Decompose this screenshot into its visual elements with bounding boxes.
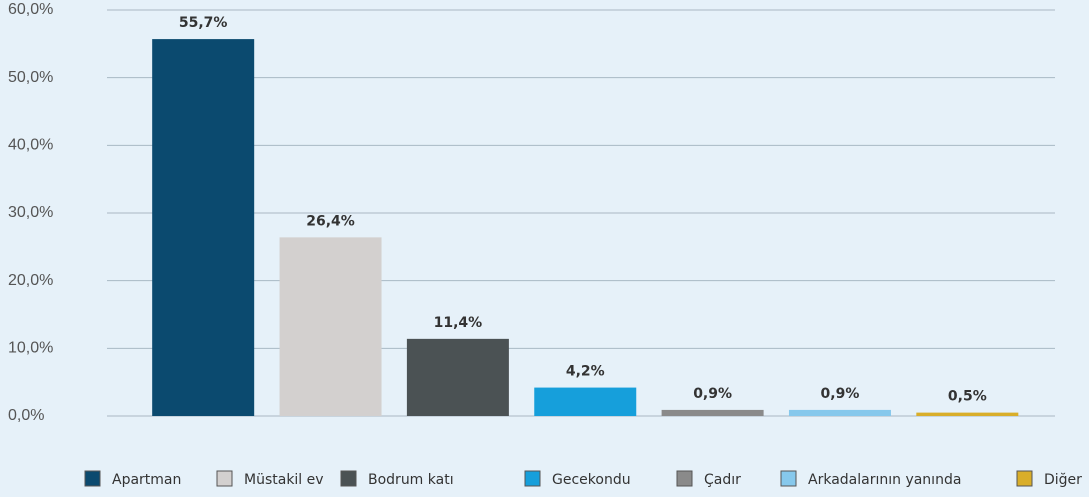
legend-swatch [676,470,693,487]
data-label: 0,9% [821,386,860,402]
legend-label: Apartman [112,472,181,488]
data-label: 0,5% [948,389,987,405]
legend-swatch [524,470,541,487]
y-tick-label: 50,0% [8,69,53,86]
legend-label: Gecekondu [552,472,631,488]
legend-swatch [1016,470,1033,487]
y-tick-label: 0,0% [8,407,44,424]
bar [788,409,891,416]
legend-label: Diğer [1044,472,1082,488]
bar [406,338,509,416]
legend-swatch [340,470,357,487]
bar [534,387,637,416]
bar [279,237,382,416]
legend-swatch [84,470,101,487]
legend-label: Bodrum katı [368,472,454,488]
y-tick-label: 40,0% [8,137,53,154]
bar [916,412,1019,416]
legend-label: Çadır [704,472,741,488]
y-tick-label: 10,0% [8,340,53,357]
y-tick-label: 60,0% [8,1,53,18]
legend-swatch [780,470,797,487]
legend-label: Müstakil ev [244,472,324,488]
data-label: 4,2% [566,364,605,380]
data-label: 0,9% [693,386,732,402]
data-label: 55,7% [179,15,228,31]
y-tick-label: 20,0% [8,272,53,289]
bar [152,39,255,416]
bar [661,409,764,416]
legend-label: Arkadalarının yanında [808,472,961,488]
y-tick-label: 30,0% [8,204,53,221]
data-label: 26,4% [306,213,355,229]
legend-swatch [216,470,233,487]
data-label: 11,4% [434,315,483,331]
